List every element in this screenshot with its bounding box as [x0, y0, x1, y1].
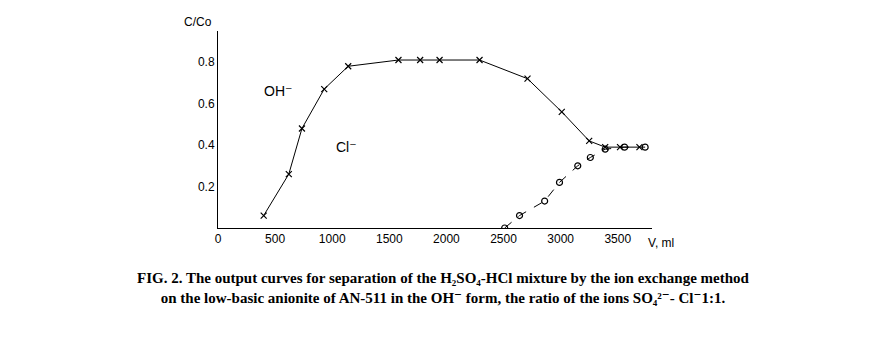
svg-text:OH⁻: OH⁻	[264, 83, 292, 99]
svg-text:0: 0	[215, 232, 222, 246]
svg-text:0.2: 0.2	[198, 180, 215, 194]
svg-text:2500: 2500	[490, 232, 517, 246]
svg-text:0.6: 0.6	[198, 97, 215, 111]
svg-text:0.8: 0.8	[198, 55, 215, 69]
svg-text:3500: 3500	[604, 232, 631, 246]
svg-text:FIG. 2. The output curves for: FIG. 2. The output curves for separation…	[137, 270, 750, 306]
svg-text:3000: 3000	[547, 232, 574, 246]
svg-text:2000: 2000	[433, 232, 460, 246]
svg-text:1500: 1500	[376, 232, 403, 246]
svg-text:C/Co: C/Co	[184, 15, 212, 29]
svg-text:Cl⁻: Cl⁻	[336, 139, 357, 155]
svg-text:0.4: 0.4	[198, 138, 215, 152]
svg-text:500: 500	[265, 232, 285, 246]
svg-text:1000: 1000	[319, 232, 346, 246]
svg-text:V, ml: V, ml	[648, 236, 674, 250]
